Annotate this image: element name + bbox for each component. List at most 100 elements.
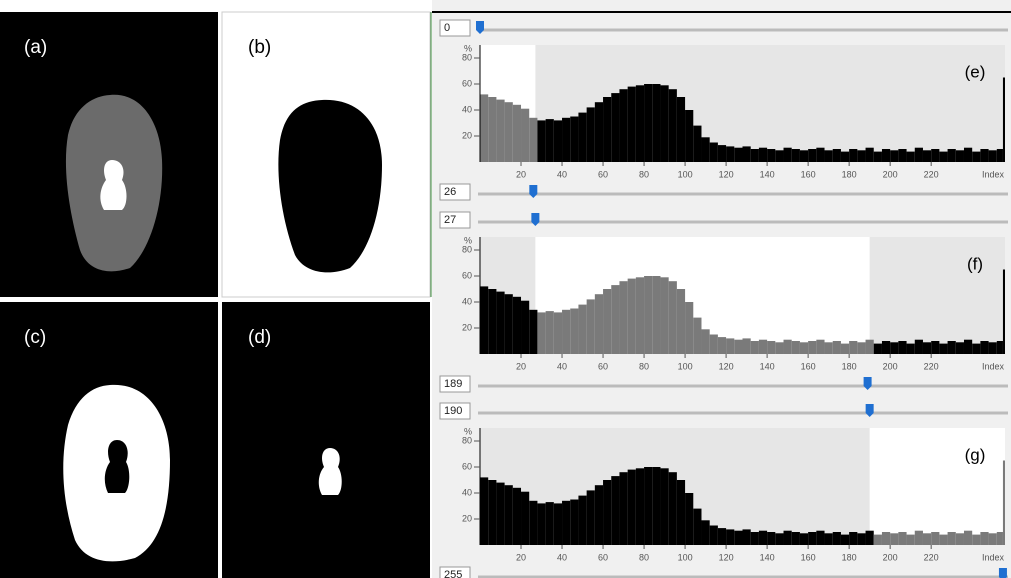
histogram-bar xyxy=(570,117,578,163)
histogram-bar xyxy=(718,337,726,354)
y-tick-label: 60 xyxy=(462,461,472,471)
histogram-bar xyxy=(948,532,956,545)
histogram-bar xyxy=(841,152,849,162)
histogram-bar xyxy=(751,532,759,545)
y-tick-label: 40 xyxy=(462,296,472,306)
histogram-bar xyxy=(718,528,726,545)
x-tick-label: 140 xyxy=(760,361,775,371)
x-tick-label: 120 xyxy=(719,361,734,371)
histogram-bar xyxy=(710,143,718,163)
histogram-bar xyxy=(570,500,578,546)
histogram-bar xyxy=(554,503,562,545)
x-tick-label: 100 xyxy=(678,552,693,562)
histogram-bar xyxy=(513,488,521,545)
panel-label: (d) xyxy=(248,327,271,348)
histogram-bar xyxy=(890,150,898,162)
histogram-bar xyxy=(898,149,906,162)
y-tick-label: 80 xyxy=(462,244,472,254)
histogram-bar xyxy=(496,100,504,162)
histogram-bar xyxy=(866,340,874,354)
slider-value: 190 xyxy=(444,405,462,417)
histogram-bar xyxy=(882,341,890,354)
histogram-bar xyxy=(915,148,923,162)
histogram-bar xyxy=(734,148,742,162)
histogram-bar xyxy=(743,529,751,545)
histogram-bar xyxy=(529,501,537,545)
histogram-bar xyxy=(939,535,947,545)
x-tick-label: 220 xyxy=(924,361,939,371)
histogram-bar xyxy=(488,289,496,354)
histogram-bar xyxy=(792,149,800,162)
histogram-bar xyxy=(701,137,709,162)
x-tick-label: 180 xyxy=(842,169,857,179)
x-tick-label: 60 xyxy=(598,552,608,562)
histogram-bar xyxy=(759,340,767,354)
histogram-bar xyxy=(825,150,833,162)
histogram-bar xyxy=(546,119,554,162)
histogram-bar xyxy=(546,502,554,545)
histogram-bar xyxy=(775,342,783,354)
y-tick-label: 20 xyxy=(462,130,472,140)
x-tick-label: 80 xyxy=(639,361,649,371)
slider-track-bg xyxy=(436,19,1011,37)
histogram-bar xyxy=(562,501,570,545)
histogram-bar xyxy=(833,532,841,545)
histogram-bar xyxy=(685,493,693,545)
histogram-bar xyxy=(537,503,545,545)
histogram-bar xyxy=(964,531,972,545)
histogram-bar xyxy=(1003,270,1005,355)
histogram-bar xyxy=(554,120,562,162)
x-tick-label: 40 xyxy=(557,552,567,562)
histogram-bar xyxy=(792,532,800,545)
histogram-bar xyxy=(652,276,660,354)
histogram-bar xyxy=(767,341,775,354)
x-tick-label: 20 xyxy=(516,169,526,179)
histogram-bar xyxy=(751,149,759,162)
histogram-bar xyxy=(849,149,857,162)
histogram-bar xyxy=(989,533,997,545)
page: (a) (b) (c) (d) 020406080%20406080100120… xyxy=(0,0,1011,578)
histogram-bar xyxy=(915,531,923,545)
histogram-bar xyxy=(603,289,611,354)
histogram-bar xyxy=(784,148,792,162)
x-tick-label: 140 xyxy=(760,169,775,179)
x-tick-label: 180 xyxy=(842,552,857,562)
histogram-bar xyxy=(562,310,570,354)
histogram-bar xyxy=(480,286,488,354)
histogram-bar xyxy=(1003,78,1005,163)
histogram-bar xyxy=(808,341,816,354)
histogram-bar xyxy=(972,535,980,545)
histogram-bar xyxy=(857,342,865,354)
histogram-bar xyxy=(956,533,964,545)
x-tick-label: 180 xyxy=(842,361,857,371)
histogram-bar xyxy=(595,485,603,545)
histogram-bar xyxy=(956,150,964,162)
histogram-bar xyxy=(496,292,504,354)
histogram-bar xyxy=(989,150,997,162)
histogram-bar xyxy=(825,533,833,545)
histogram-bar xyxy=(931,341,939,354)
histogram-bar xyxy=(660,468,668,545)
figure: (a) (b) (c) (d) 020406080%20406080100120… xyxy=(0,0,1011,578)
histogram-bar xyxy=(677,289,685,354)
histogram-bar xyxy=(529,310,537,354)
histogram-bar xyxy=(603,480,611,545)
histogram-bar xyxy=(923,533,931,545)
histogram-bar xyxy=(652,467,660,545)
x-axis-label: Index xyxy=(982,361,1005,371)
histogram-bar xyxy=(784,531,792,545)
slider-track-bg xyxy=(436,375,1011,393)
histogram-bar xyxy=(972,344,980,354)
histogram-bar xyxy=(595,102,603,162)
x-tick-label: 220 xyxy=(924,169,939,179)
histogram-bar xyxy=(931,532,939,545)
x-tick-label: 120 xyxy=(719,552,734,562)
histogram-bar xyxy=(619,281,627,354)
histogram-bar xyxy=(505,102,513,162)
histogram-bar xyxy=(882,532,890,545)
histogram-bar xyxy=(800,150,808,162)
panel-label: (b) xyxy=(248,37,271,58)
y-tick-label: 60 xyxy=(462,78,472,88)
y-axis-label: % xyxy=(464,235,472,245)
slider-value: 255 xyxy=(444,569,462,578)
